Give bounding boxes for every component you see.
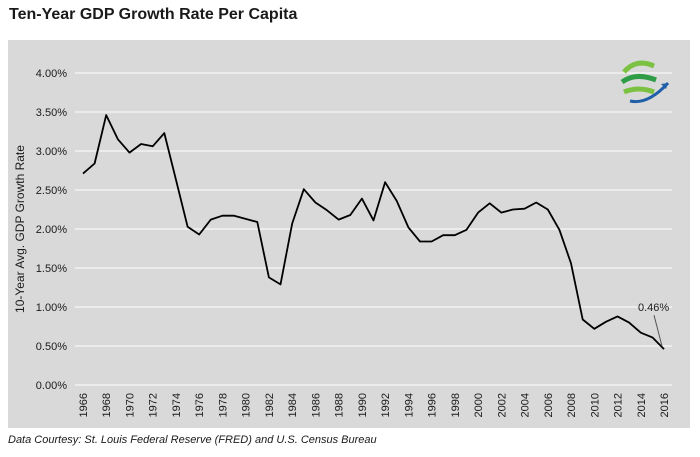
series-line <box>82 114 665 350</box>
x-tick-label: 1972 <box>148 393 160 417</box>
y-tick-label: 0.50% <box>36 341 67 353</box>
x-tick-label: 1974 <box>171 393 183 417</box>
x-tick-label: 1978 <box>217 393 229 417</box>
x-tick-label: 2000 <box>473 393 485 417</box>
y-tick-label: 0.00% <box>36 380 67 392</box>
y-tick-label: 2.00% <box>36 224 67 236</box>
x-tick-label: 1990 <box>357 393 369 417</box>
y-tick-label: 3.00% <box>36 146 67 158</box>
x-tick-label: 2006 <box>543 393 555 417</box>
data-source-note: Data Courtesy: St. Louis Federal Reserve… <box>8 434 377 446</box>
x-tick-label: 2010 <box>589 393 601 417</box>
line-chart: 0.00% 0.50% 1.00% 1.50% 2.00% 2.50% 3.00% 3.50%… <box>13 60 672 417</box>
x-tick-label: 1998 <box>450 393 462 417</box>
x-tick-label: 1980 <box>241 393 253 417</box>
x-tick-label: 1976 <box>194 393 206 417</box>
x-tick-label: 2016 <box>659 393 671 417</box>
x-tick-label: 1982 <box>264 393 276 417</box>
chart-area: 0.00% 0.50% 1.00% 1.50% 2.00% 2.50% 3.00% 3.50%… <box>8 40 690 428</box>
globe-arrow-logo-icon <box>620 60 670 104</box>
y-tick-label: 3.50% <box>36 107 67 119</box>
x-tick-label: 2008 <box>566 393 578 417</box>
x-tick-label: 1966 <box>78 393 90 417</box>
page-title: Ten-Year GDP Growth Rate Per Capita <box>9 6 298 23</box>
x-tick-label: 2014 <box>636 393 648 417</box>
x-tick-label: 1970 <box>124 393 136 417</box>
y-tick-label: 4.00% <box>36 68 67 80</box>
x-tick-label: 2012 <box>613 393 625 417</box>
x-tick-label: 2002 <box>496 393 508 417</box>
annotation-leader-line <box>653 314 663 347</box>
y-tick-label: 1.50% <box>36 263 67 275</box>
y-tick-label: 1.00% <box>36 302 67 314</box>
x-tick-label: 1992 <box>380 393 392 417</box>
annotation-label: 0.46% <box>638 302 669 314</box>
x-tick-label: 1988 <box>334 393 346 417</box>
x-tick-label: 1996 <box>427 393 439 417</box>
x-tick-label: 1968 <box>101 393 113 417</box>
x-tick-label: 1986 <box>310 393 322 417</box>
y-tick-label: 2.50% <box>36 185 67 197</box>
y-axis-label: 10-Year Avg. GDP Growth Rate <box>13 145 27 313</box>
x-tick-label: 1984 <box>287 393 299 417</box>
x-tick-label: 1994 <box>403 393 415 417</box>
x-tick-label: 2004 <box>520 393 532 417</box>
